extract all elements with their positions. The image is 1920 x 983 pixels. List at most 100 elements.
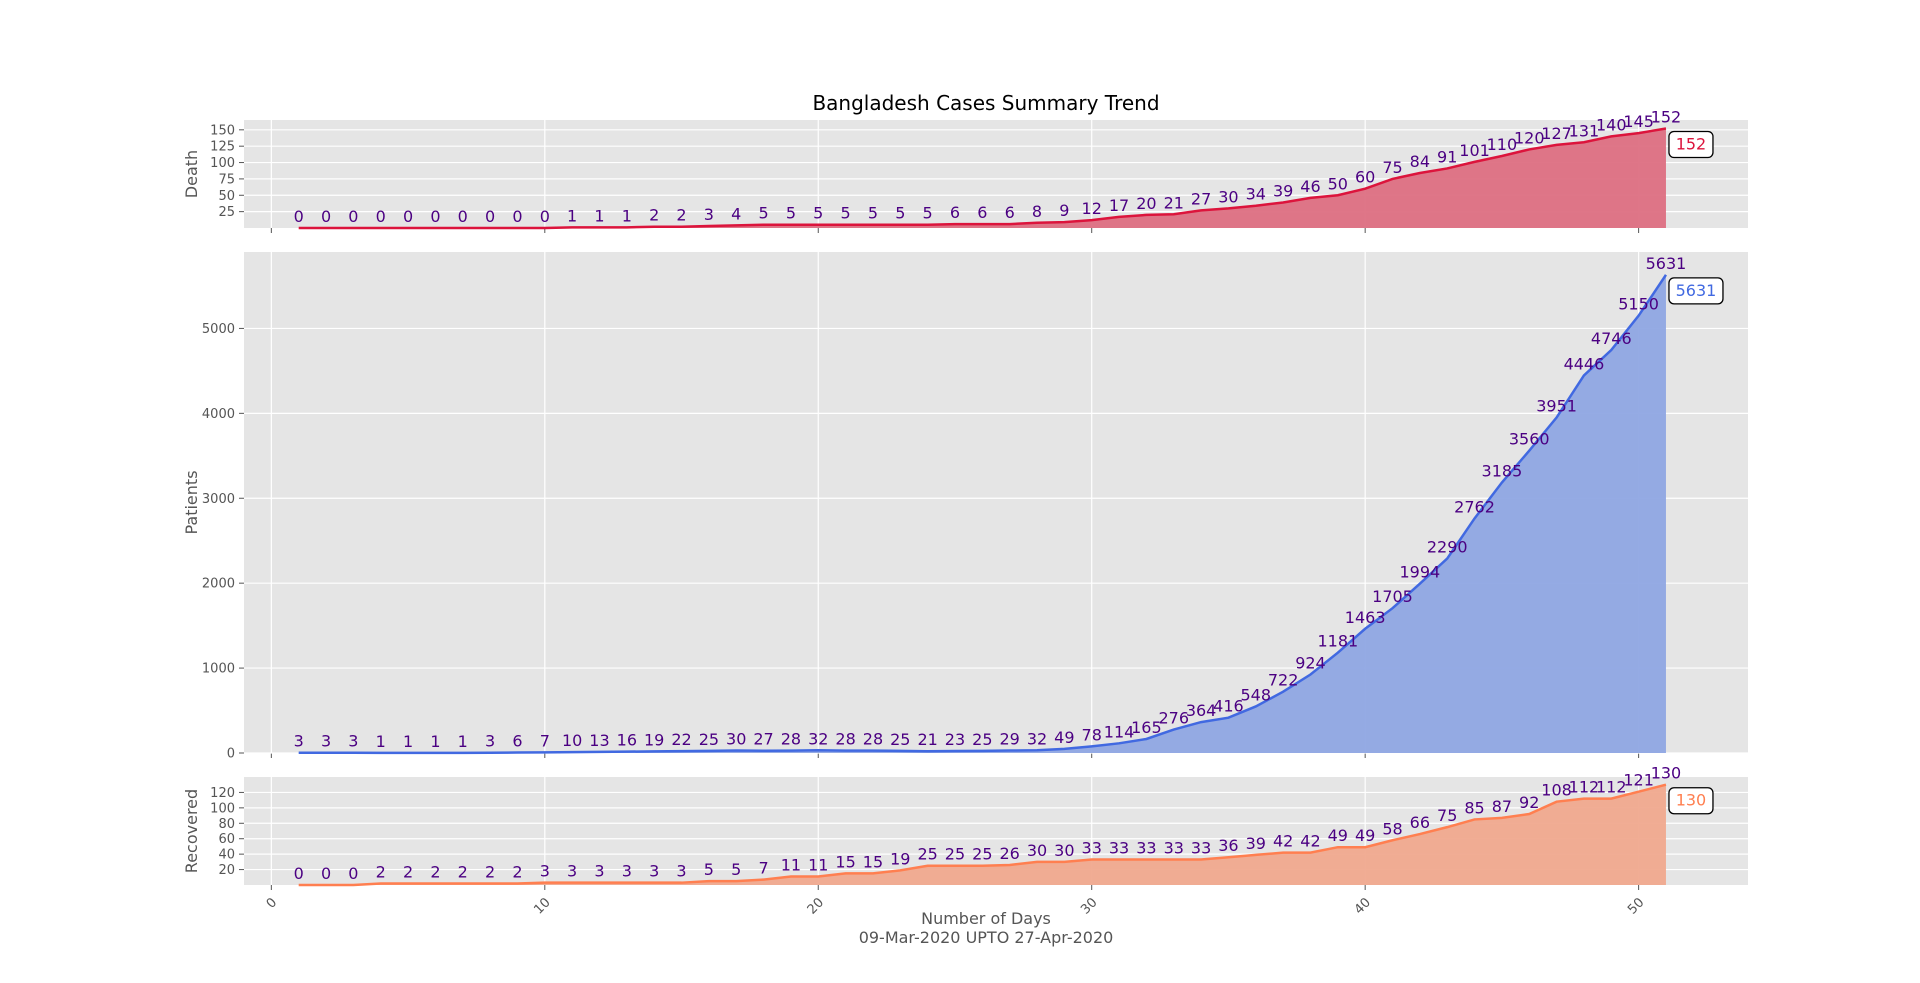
x-tick-label: 50 [1625,895,1647,917]
x-tick-label: 10 [531,895,553,917]
patients-data-label: 4746 [1591,329,1632,348]
chart-title: Bangladesh Cases Summary Trend [812,91,1159,115]
death-data-label: 0 [430,207,440,226]
patients-data-label: 28 [835,730,855,749]
recovered-data-label: 25 [945,845,965,864]
patients-data-label: 5631 [1646,254,1687,273]
patients-data-label: 1 [403,732,413,751]
recovered-data-label: 2 [430,862,440,881]
death-data-label: 0 [485,207,495,226]
death-data-label: 0 [458,207,468,226]
death-data-label: 9 [1059,201,1069,220]
recovered-data-label: 7 [758,859,768,878]
x-tick-label: 0 [264,895,280,911]
recovered-data-label: 15 [863,852,883,871]
recovered-data-label: 30 [1054,841,1074,860]
patients-data-label: 1994 [1399,563,1440,582]
patients-data-label: 10 [562,731,582,750]
recovered-data-label: 5 [704,860,714,879]
patients-y-tick-label: 3000 [202,492,235,507]
death-data-label: 6 [950,203,960,222]
death-data-label: 0 [540,207,550,226]
death-data-label: 5 [786,204,796,223]
death-data-label: 5 [758,204,768,223]
patients-data-label: 114 [1104,722,1135,741]
death-y-tick-label: 25 [218,205,235,220]
recovered-data-label: 33 [1082,839,1102,858]
death-y-tick-label: 150 [210,123,235,138]
recovered-y-tick-label: 100 [210,801,235,816]
recovered-data-label: 15 [835,852,855,871]
recovered-data-label: 2 [376,862,386,881]
death-data-label: 0 [321,207,331,226]
patients-data-label: 25 [972,730,992,749]
death-data-label: 5 [841,204,851,223]
death-data-label: 0 [512,207,522,226]
death-data-label: 5 [895,204,905,223]
death-data-label: 120 [1514,128,1545,147]
death-last-value-box [1668,130,1714,159]
patients-data-label: 3560 [1509,430,1550,449]
death-data-label: 3 [704,205,714,224]
recovered-data-label: 3 [676,862,686,881]
death-y-tick-label: 125 [210,140,235,155]
recovered-y-tick-label: 20 [218,863,235,878]
recovered-y-tick-label: 40 [218,848,235,863]
patients-data-label: 6 [512,731,522,750]
recovered-data-label: 0 [321,864,331,883]
death-y-tick-label: 75 [218,172,235,187]
death-data-label: 0 [294,207,304,226]
recovered-data-label: 3 [622,862,632,881]
recovered-data-label: 49 [1328,826,1348,845]
recovered-last-value-label: 130 [1676,791,1707,810]
patients-data-label: 7 [540,731,550,750]
recovered-y-axis-label: Recovered [182,789,201,873]
death-data-label: 50 [1328,174,1348,193]
patients-y-tick-label: 2000 [202,577,235,592]
recovered-y-tick-label: 120 [210,786,235,801]
death-data-label: 152 [1651,108,1682,127]
patients-data-label: 16 [617,731,637,750]
recovered-data-label: 33 [1136,839,1156,858]
death-y-axis-label: Death [182,150,201,198]
patients-data-label: 28 [781,730,801,749]
recovered-area [298,784,1666,885]
patients-data-label: 25 [699,730,719,749]
death-data-label: 39 [1273,181,1293,200]
recovered-data-label: 66 [1410,813,1430,832]
patients-data-label: 78 [1082,725,1102,744]
death-data-label: 6 [977,203,987,222]
patients-data-label: 13 [589,731,609,750]
recovered-data-label: 42 [1300,832,1320,851]
death-data-label: 4 [731,204,741,223]
patients-y-tick-label: 5000 [202,322,235,337]
recovered-data-label: 11 [781,856,801,875]
x-axis-label: Number of Days [921,909,1051,928]
recovered-data-label: 42 [1273,832,1293,851]
recovered-data-label: 30 [1027,841,1047,860]
death-data-label: 2 [676,206,686,225]
recovered-data-label: 3 [540,862,550,881]
patients-data-label: 30 [726,729,746,748]
death-data-label: 17 [1109,196,1129,215]
recovered-data-label: 75 [1437,806,1457,825]
patients-data-label: 3951 [1536,396,1577,415]
death-data-label: 1 [594,206,604,225]
patients-data-label: 32 [1027,729,1047,748]
recovered-data-label: 25 [917,845,937,864]
recovered-data-label: 19 [890,849,910,868]
patients-data-label: 3 [348,732,358,751]
death-data-label: 91 [1437,147,1457,166]
patients-data-label: 3185 [1482,462,1523,481]
patients-data-label: 1 [376,732,386,751]
patients-data-label: 28 [863,730,883,749]
death-y-tick-label: 50 [218,189,235,204]
death-data-label: 21 [1164,193,1184,212]
recovered-data-label: 33 [1164,839,1184,858]
recovered-data-label: 0 [294,864,304,883]
death-data-label: 8 [1032,202,1042,221]
death-data-label: 6 [1005,203,1015,222]
death-data-label: 5 [813,204,823,223]
recovered-data-label: 112 [1596,778,1627,797]
